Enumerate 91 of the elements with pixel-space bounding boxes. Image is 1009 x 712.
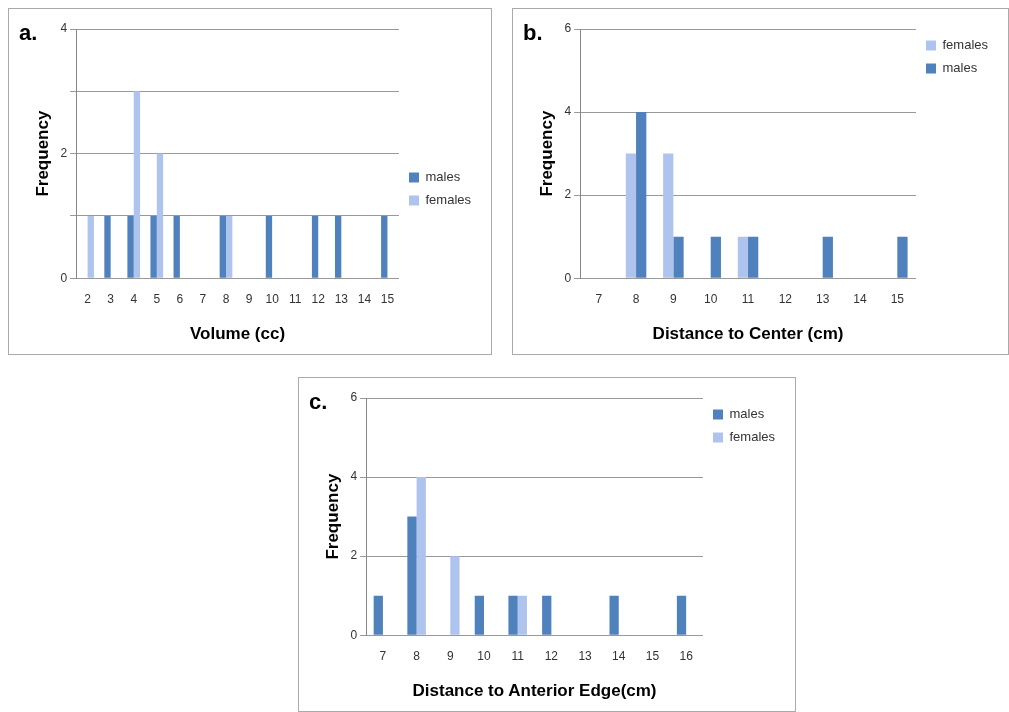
x-tick-label: 15 xyxy=(380,291,395,306)
x-axis-title: Distance to Center (cm) xyxy=(652,324,844,344)
x-tick-label: 12 xyxy=(544,648,559,663)
bar xyxy=(173,215,180,278)
x-tick-label: 9 xyxy=(670,291,678,306)
bar xyxy=(87,215,94,278)
x-tick-label: 8 xyxy=(632,291,640,306)
bar xyxy=(737,236,749,278)
bar xyxy=(127,215,134,278)
x-tick-label: 11 xyxy=(741,291,755,306)
x-tick-label: 14 xyxy=(357,291,372,306)
bar xyxy=(150,215,157,278)
x-tick-label: 11 xyxy=(288,291,302,306)
y-axis-title: Frequency xyxy=(536,110,556,197)
x-tick-label: 2 xyxy=(84,291,92,306)
x-tick-label: 10 xyxy=(477,648,491,663)
bar xyxy=(265,215,273,278)
chart-title: c. xyxy=(309,389,328,415)
y-tick-label: 6 xyxy=(564,21,572,36)
legend-label: females xyxy=(942,37,989,53)
chart-title: b. xyxy=(523,20,543,46)
x-tick-label: 5 xyxy=(153,291,161,306)
x-tick-label: 4 xyxy=(130,291,138,306)
bar xyxy=(474,595,484,635)
bar xyxy=(822,236,833,278)
x-tick-label: 13 xyxy=(815,291,830,306)
bar xyxy=(748,236,759,278)
x-tick-label: 7 xyxy=(199,291,207,306)
x-tick-label: 8 xyxy=(222,291,230,306)
x-tick-label: 16 xyxy=(679,648,694,663)
x-axis-title: Volume (cc) xyxy=(189,324,286,344)
bar xyxy=(517,595,527,635)
x-tick-label: 3 xyxy=(107,291,115,306)
x-tick-label: 7 xyxy=(379,648,387,663)
bar xyxy=(710,236,721,278)
bar xyxy=(219,215,226,278)
bar xyxy=(381,215,388,278)
x-tick-label: 14 xyxy=(612,648,626,663)
legend-label: males xyxy=(729,406,765,422)
y-tick-label: 4 xyxy=(350,469,358,484)
x-axis-title: Distance to Anterior Edge(cm) xyxy=(412,681,657,701)
y-tick-label: 6 xyxy=(350,390,358,405)
legend-label: males xyxy=(942,60,978,76)
x-tick-label: 13 xyxy=(334,291,349,306)
bar xyxy=(636,112,647,278)
bar xyxy=(407,516,417,635)
x-tick-label: 9 xyxy=(245,291,253,306)
bar xyxy=(676,595,687,635)
y-tick-label: 0 xyxy=(350,627,358,642)
bar xyxy=(663,153,674,278)
y-tick-label: 0 xyxy=(60,270,68,285)
x-tick-label: 9 xyxy=(446,648,454,663)
y-axis-title: Frequency xyxy=(322,473,342,560)
x-tick-label: 10 xyxy=(265,291,280,306)
bar xyxy=(311,215,319,278)
legend-label: females xyxy=(425,192,472,208)
chart-title: a. xyxy=(19,20,38,46)
x-tick-label: 6 xyxy=(176,291,184,306)
bar xyxy=(226,215,233,278)
y-tick-label: 0 xyxy=(564,270,572,285)
bar xyxy=(156,153,164,278)
legend-label: males xyxy=(425,169,461,185)
y-tick-label: 2 xyxy=(564,187,572,202)
bar xyxy=(542,595,552,635)
x-tick-label: 14 xyxy=(853,291,867,306)
x-tick-label: 12 xyxy=(311,291,326,306)
bar xyxy=(450,556,460,635)
legend-label: females xyxy=(729,429,776,445)
y-tick-label: 4 xyxy=(564,104,572,119)
bar xyxy=(416,477,426,635)
bar xyxy=(334,215,342,278)
bar xyxy=(133,91,141,278)
bar xyxy=(897,236,908,278)
bar xyxy=(373,595,383,635)
x-tick-label: 15 xyxy=(890,291,905,306)
x-tick-label: 8 xyxy=(413,648,421,663)
y-tick-label: 4 xyxy=(60,21,68,36)
bar xyxy=(508,595,518,635)
x-tick-label: 10 xyxy=(704,291,718,306)
bar xyxy=(625,153,637,278)
y-tick-label: 2 xyxy=(60,145,68,160)
x-tick-label: 12 xyxy=(778,291,793,306)
x-tick-label: 13 xyxy=(578,648,593,663)
x-tick-label: 11 xyxy=(511,648,525,663)
x-tick-label: 7 xyxy=(595,291,603,306)
y-axis-title: Frequency xyxy=(32,110,52,197)
bar xyxy=(673,236,684,278)
bar xyxy=(104,215,111,278)
bar xyxy=(609,595,619,635)
x-tick-label: 15 xyxy=(645,648,660,663)
y-tick-label: 2 xyxy=(350,548,358,563)
